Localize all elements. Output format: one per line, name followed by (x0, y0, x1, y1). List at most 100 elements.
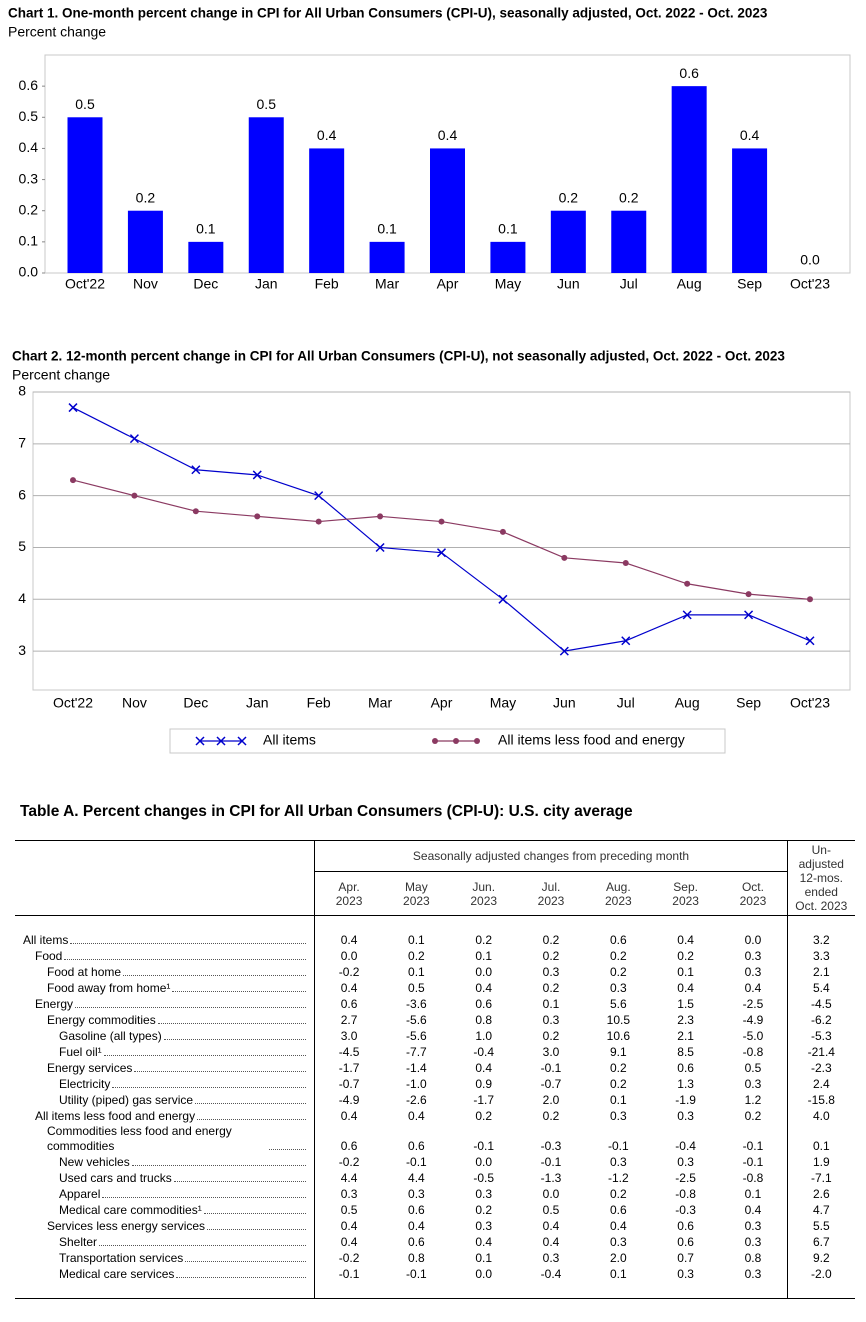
cell: 0.8 (475, 1013, 493, 1027)
row-label-cell: Commodities less food and energy commodi… (15, 1124, 315, 1154)
last-column-header: Un-adjusted 12-mos. ended Oct. 2023 (786, 840, 855, 916)
cell: 0.1 (475, 1251, 493, 1265)
table-row: Food away from home¹ 0.4 0.5 0.4 0.2 0.3 0.4 0.… (15, 980, 855, 996)
x-tick-label: Jun (553, 695, 576, 711)
cell: 0.3 (609, 981, 627, 995)
cell: 0.4 (475, 981, 493, 995)
x-tick-label: Apr (431, 695, 453, 711)
cell: 0.5 (314, 1202, 383, 1218)
cell: 0.6 (677, 1235, 694, 1249)
cell: 1.5 (677, 997, 694, 1011)
cell: -0.7 (540, 1077, 562, 1091)
value-label: 0.2 (136, 189, 156, 205)
y-tick-label: 0.6 (19, 77, 39, 93)
row-label: Food away from home¹ (47, 980, 171, 995)
point (131, 492, 138, 499)
column-header-line: 2023 (470, 893, 498, 908)
y-axis-label: Percent change (8, 24, 106, 40)
row-label-wrap: Apparel (15, 1187, 314, 1202)
cell: 0.3 (744, 1077, 762, 1091)
cell: -0.1 (406, 1267, 427, 1281)
cell: 6.7 (786, 1234, 855, 1250)
cell: 0.2 (475, 1109, 493, 1123)
row-label-wrap: New vehicles (15, 1155, 314, 1170)
cell: 4.4 (314, 1170, 383, 1186)
value-label: 0.5 (75, 96, 95, 112)
legend-marker (216, 736, 226, 746)
cell: 0.2 (542, 1109, 560, 1123)
leader (203, 1212, 307, 1214)
row-label-cell: Food away from home¹ (15, 980, 315, 996)
row-label: Used cars and trucks (59, 1170, 172, 1185)
cell: 0.5 (744, 1061, 762, 1075)
cell: -0.2 (314, 964, 383, 980)
point (499, 528, 506, 535)
cell: 0.9 (475, 1077, 493, 1091)
value-label: 0.5 (257, 96, 277, 112)
cell: -2.6 (406, 1093, 427, 1107)
y-tick-label: 4 (18, 590, 26, 606)
cell: 0.3 (475, 1187, 493, 1201)
point (314, 491, 324, 501)
data-table: Seasonally adjusted changes from precedi… (15, 840, 855, 1299)
cell: -0.1 (406, 1155, 427, 1169)
column-header: Aug. 2023 (585, 872, 652, 916)
cell: 0.3 (609, 1109, 627, 1123)
x-tick-label: Aug (675, 695, 700, 711)
row-label: Commodities less food and energy commodi… (47, 1124, 232, 1153)
cell: 2.7 (314, 1012, 383, 1028)
leader (197, 1118, 307, 1120)
table-row: All items 0.4 0.1 0.2 0.2 0.6 0.4 0.0 3.2 (15, 932, 855, 948)
cell: 0.1 (475, 949, 493, 963)
column-header-line: 2023 (672, 893, 699, 908)
spacer (786, 915, 855, 932)
row-label: Medical care commodities¹ (59, 1202, 202, 1217)
column-header-line: Sep. (673, 879, 698, 894)
cell: 4.7 (786, 1202, 855, 1218)
table-row: Apparel 0.3 0.3 0.3 0.0 0.2 -0.8 0.1 2.6 (15, 1186, 855, 1202)
y-tick-label: 0.4 (19, 139, 39, 155)
last-column-line: 12-mos. (799, 871, 843, 885)
row-label-wrap: Transportation services (15, 1251, 314, 1266)
cell: 0.4 (408, 1219, 425, 1233)
cell: -7.1 (786, 1170, 855, 1186)
value-label: 0.2 (619, 189, 639, 205)
leader (123, 974, 307, 976)
cell: 0.3 (744, 949, 762, 963)
x-tick-label: May (490, 695, 516, 711)
column-header-line: Aug. (605, 879, 631, 894)
column-header: Oct. 2023 (719, 872, 787, 916)
cell: -0.1 (742, 1155, 764, 1169)
cell: -1.2 (607, 1171, 629, 1185)
row-label-cell: Energy services (15, 1060, 315, 1076)
cell: 0.1 (542, 997, 560, 1011)
cell: 0.2 (609, 1061, 627, 1075)
row-label: New vehicles (59, 1154, 130, 1169)
row-label-cell: Gasoline (all types) (15, 1028, 315, 1044)
cell: 0.2 (475, 1203, 493, 1217)
x-tick-label: Feb (307, 695, 331, 711)
cell: 1.2 (744, 1093, 762, 1107)
spacer (15, 1282, 315, 1299)
row-label: Food at home (47, 964, 122, 979)
x-tick-label: May (495, 276, 521, 292)
x-tick-label: Dec (193, 276, 218, 292)
chart-title: Chart 2. 12-month percent change in CPI … (12, 349, 785, 364)
cell: 3.0 (542, 1045, 560, 1059)
bar (188, 241, 224, 273)
cell: 8.5 (677, 1045, 694, 1059)
point (559, 646, 569, 656)
table-row: Gasoline (all types) 3.0 -5.6 1.0 0.2 10.6 2.1… (15, 1028, 855, 1044)
row-label: All items less food and energy (35, 1108, 196, 1123)
point (436, 548, 447, 558)
row-label-wrap: Electricity (15, 1077, 314, 1092)
cell: 5.5 (786, 1218, 855, 1234)
y-tick-label: 0.5 (19, 108, 39, 124)
point (682, 610, 692, 620)
column-header-line: Jul. (541, 879, 561, 894)
cell: 0.6 (314, 996, 383, 1012)
bar (127, 210, 163, 273)
y-axis-label: Percent change (12, 367, 110, 383)
cell: 3.0 (314, 1028, 383, 1044)
cell: 0.2 (408, 949, 425, 963)
